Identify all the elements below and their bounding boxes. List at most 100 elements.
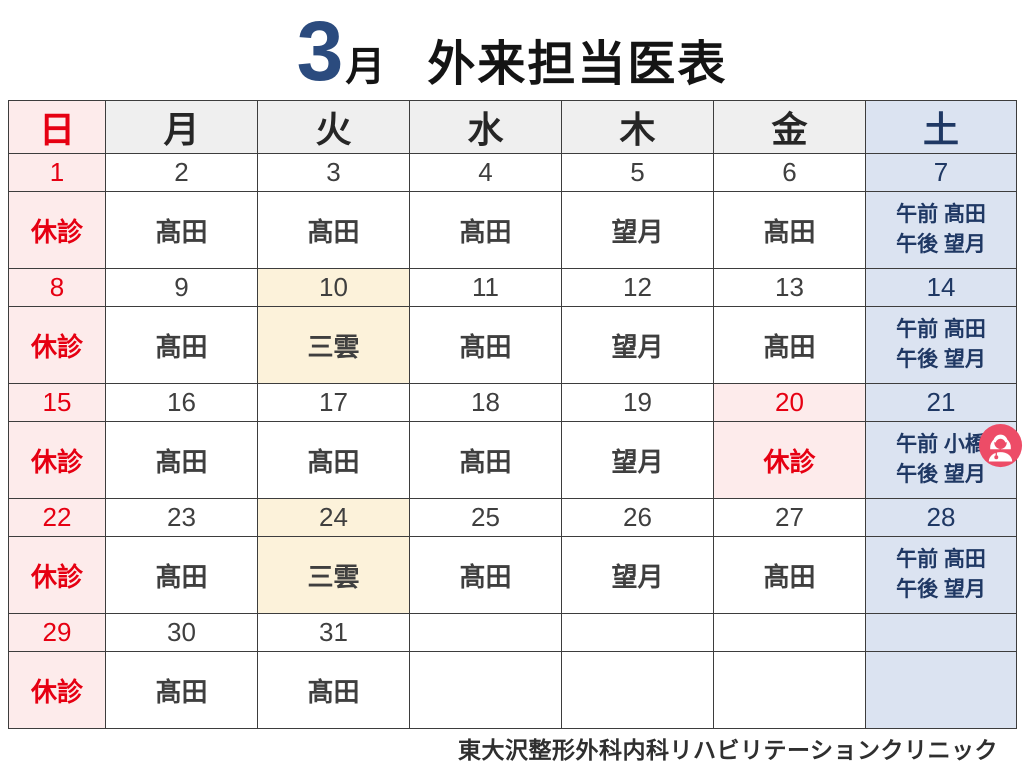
doctor-cell: 髙田 — [257, 191, 410, 269]
female-doctor-icon — [978, 423, 1023, 468]
doctor-name-line: 髙田 — [155, 216, 208, 247]
doctor-cell: 髙田 — [105, 536, 258, 614]
doctor-name-line: 髙田 — [459, 561, 512, 592]
date-cell: 4 — [409, 153, 562, 192]
doctor-cell: 髙田 — [409, 306, 562, 384]
date-cell: 28 — [865, 498, 1017, 537]
date-cell: 24 — [257, 498, 410, 537]
doctor-cell: 休診 — [8, 651, 106, 729]
doctor-name-line: 髙田 — [459, 216, 512, 247]
date-row-week-2: 8 9 10 11 12 13 14 — [8, 268, 1017, 307]
doctor-name-line: 午後 望月 — [896, 233, 986, 256]
doctor-cell: 髙田 — [257, 421, 410, 499]
doctor-name-line: 午後 望月 — [896, 578, 986, 601]
doctor-cell — [865, 651, 1017, 729]
doctor-cell: 三雲 — [257, 536, 410, 614]
doctor-name-line: 午前 髙田 — [896, 547, 986, 571]
doctor-cell: 髙田 — [409, 191, 562, 269]
date-cell: 12 — [561, 268, 714, 307]
doctor-cell: 髙田 — [105, 651, 258, 729]
doctor-cell: 午前 髙田 午後 望月 — [865, 306, 1017, 384]
day-header-月: 月 — [105, 100, 258, 154]
doctor-cell: 午前 髙田午後 望月 — [865, 536, 1017, 614]
page-title: 3 月 外来担当医表 — [0, 0, 1024, 96]
date-cell: 15 — [8, 383, 106, 422]
doctor-name-line: 髙田 — [155, 561, 208, 592]
doctor-name-line: 髙田 — [155, 331, 208, 362]
date-cell: 31 — [257, 613, 410, 652]
page-heading: 外来担当医表 — [427, 38, 728, 91]
doctor-name-line: 午前 小橋 — [896, 432, 986, 456]
date-cell — [561, 613, 714, 652]
doctor-cell: 髙田 — [409, 421, 562, 499]
date-cell: 8 — [8, 268, 106, 307]
date-cell: 16 — [105, 383, 258, 422]
doctor-cell — [713, 651, 866, 729]
date-cell: 23 — [105, 498, 258, 537]
date-cell: 22 — [8, 498, 106, 537]
doctor-cell — [561, 651, 714, 729]
date-cell: 11 — [409, 268, 562, 307]
doctor-name-line: 午後 望月 — [896, 463, 986, 486]
date-cell: 27 — [713, 498, 866, 537]
date-cell: 7 — [865, 153, 1017, 192]
doctor-cell: 望月 — [561, 306, 714, 384]
date-cell: 14 — [865, 268, 1017, 307]
doctor-name-line: 望月 — [611, 446, 664, 477]
doctor-cell: 髙田 — [105, 191, 258, 269]
doctor-name-line: 三雲 — [307, 561, 360, 592]
doctor-row-week-5: 休診 髙田 髙田 — [8, 651, 1017, 729]
doctor-cell: 望月 — [561, 191, 714, 269]
day-header-水: 水 — [409, 100, 562, 154]
date-row-week-4: 22 23 24 25 26 27 28 — [8, 498, 1017, 537]
doctor-cell: 休診 — [8, 306, 106, 384]
date-cell: 20 — [713, 383, 866, 422]
doctor-name-line: 午前 髙田 — [896, 202, 986, 226]
month-suffix: 月 — [345, 45, 386, 89]
date-cell: 19 — [561, 383, 714, 422]
doctor-name-line: 三雲 — [307, 331, 360, 362]
doctor-cell — [409, 651, 562, 729]
date-row-week-3: 15 16 17 18 19 20 21 — [8, 383, 1017, 422]
doctor-name-line: 髙田 — [155, 446, 208, 477]
doctor-cell: 三雲 — [257, 306, 410, 384]
doctor-name-line: 髙田 — [155, 676, 208, 707]
doctor-cell: 休診 — [8, 536, 106, 614]
month-number: 3 — [296, 4, 344, 98]
doctor-name-line: 午前 髙田 — [896, 317, 986, 341]
doctor-name-line: 髙田 — [459, 446, 512, 477]
doctor-name-line: 髙田 — [307, 676, 360, 707]
doctor-name-line: 髙田 — [459, 331, 512, 362]
doctor-row-week-2: 休診 髙田 三雲 髙田 望月 髙田 午前 髙田 午後 望月 — [8, 306, 1017, 384]
date-cell: 21 — [865, 383, 1017, 422]
date-cell — [713, 613, 866, 652]
doctor-cell: 休診 — [8, 421, 106, 499]
doctor-cell: 髙田 — [713, 536, 866, 614]
date-cell: 13 — [713, 268, 866, 307]
doctor-name-line: 望月 — [611, 216, 664, 247]
doctor-name-line: 髙田 — [763, 216, 816, 247]
doctor-cell: 髙田 — [713, 306, 866, 384]
date-cell: 9 — [105, 268, 258, 307]
date-cell: 2 — [105, 153, 258, 192]
day-header-日: 日 — [8, 100, 106, 154]
doctor-name-line: 休診 — [30, 216, 83, 247]
day-header-row: 日月火水木金土 — [8, 100, 1017, 154]
doctor-row-week-3: 休診 髙田 髙田 髙田 望月 休診 午前 小橋 午後 望月 — [8, 421, 1017, 499]
doctor-name-line: 髙田 — [307, 446, 360, 477]
doctor-cell: 髙田 — [257, 651, 410, 729]
doctor-name-line: 髙田 — [763, 331, 816, 362]
date-cell: 30 — [105, 613, 258, 652]
date-cell: 6 — [713, 153, 866, 192]
date-cell: 17 — [257, 383, 410, 422]
doctor-cell: 午前 髙田午後 望月 — [865, 191, 1017, 269]
day-header-金: 金 — [713, 100, 866, 154]
date-cell: 18 — [409, 383, 562, 422]
day-header-火: 火 — [257, 100, 410, 154]
doctor-name-line: 望月 — [611, 331, 664, 362]
date-cell — [409, 613, 562, 652]
doctor-cell: 髙田 — [105, 306, 258, 384]
doctor-row-week-1: 休診 髙田 髙田 髙田 望月 髙田 午前 髙田午後 望月 — [8, 191, 1017, 269]
